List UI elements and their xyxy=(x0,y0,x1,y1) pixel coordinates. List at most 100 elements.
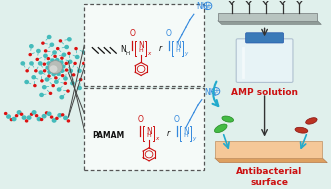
Circle shape xyxy=(86,69,90,73)
Circle shape xyxy=(75,55,79,59)
Circle shape xyxy=(68,60,72,64)
Circle shape xyxy=(51,84,55,87)
Circle shape xyxy=(42,63,46,66)
Circle shape xyxy=(52,118,57,123)
Circle shape xyxy=(66,89,70,93)
Circle shape xyxy=(6,114,11,119)
Polygon shape xyxy=(215,158,327,163)
Circle shape xyxy=(25,119,28,123)
Circle shape xyxy=(82,62,86,65)
Circle shape xyxy=(55,58,60,62)
Circle shape xyxy=(49,43,54,47)
Text: NH: NH xyxy=(196,2,208,11)
Text: O: O xyxy=(129,29,135,38)
Circle shape xyxy=(77,69,82,73)
Circle shape xyxy=(64,45,69,49)
Text: H: H xyxy=(183,133,188,138)
Polygon shape xyxy=(218,21,321,24)
Circle shape xyxy=(61,64,66,69)
Circle shape xyxy=(50,115,53,119)
Text: O: O xyxy=(137,115,143,124)
Circle shape xyxy=(29,61,34,66)
Text: N: N xyxy=(183,127,189,136)
Circle shape xyxy=(36,49,41,53)
Circle shape xyxy=(65,62,68,65)
Circle shape xyxy=(42,85,47,89)
Circle shape xyxy=(34,69,38,73)
Circle shape xyxy=(31,110,37,115)
Ellipse shape xyxy=(214,124,227,133)
Circle shape xyxy=(24,80,29,84)
Circle shape xyxy=(52,69,55,73)
Circle shape xyxy=(51,62,54,66)
Text: O: O xyxy=(166,29,172,38)
Circle shape xyxy=(59,60,64,65)
Text: Antibacterial
surface: Antibacterial surface xyxy=(236,167,303,187)
Circle shape xyxy=(54,80,59,84)
Circle shape xyxy=(58,66,62,70)
Circle shape xyxy=(47,35,52,39)
Circle shape xyxy=(64,82,67,85)
Circle shape xyxy=(4,112,8,115)
Circle shape xyxy=(12,117,17,121)
Text: H: H xyxy=(125,51,129,56)
Circle shape xyxy=(60,69,65,73)
Circle shape xyxy=(68,69,73,73)
Circle shape xyxy=(79,78,82,81)
Text: NH: NH xyxy=(204,88,215,97)
FancyBboxPatch shape xyxy=(215,141,322,158)
Text: +: + xyxy=(213,88,219,94)
Ellipse shape xyxy=(222,116,234,122)
FancyBboxPatch shape xyxy=(246,33,284,43)
Circle shape xyxy=(44,49,47,53)
Circle shape xyxy=(41,42,45,45)
Text: PAMAM: PAMAM xyxy=(92,131,124,140)
Circle shape xyxy=(63,76,68,81)
Circle shape xyxy=(45,65,50,70)
Circle shape xyxy=(51,72,56,76)
Text: N: N xyxy=(138,41,144,50)
Circle shape xyxy=(33,84,37,87)
Circle shape xyxy=(43,53,48,58)
Bar xyxy=(84,4,204,86)
Text: 3: 3 xyxy=(213,92,216,97)
Circle shape xyxy=(15,114,19,117)
Circle shape xyxy=(17,110,22,115)
Circle shape xyxy=(38,70,43,75)
Circle shape xyxy=(26,115,31,120)
Text: y: y xyxy=(184,51,187,56)
Circle shape xyxy=(72,73,75,77)
Text: O: O xyxy=(174,115,180,124)
Circle shape xyxy=(40,79,44,83)
FancyBboxPatch shape xyxy=(236,39,293,82)
Text: +: + xyxy=(205,3,211,9)
Circle shape xyxy=(20,113,24,116)
Circle shape xyxy=(40,118,43,121)
Circle shape xyxy=(10,118,13,121)
Circle shape xyxy=(59,95,64,99)
Text: r: r xyxy=(166,129,169,138)
Circle shape xyxy=(30,113,33,116)
Circle shape xyxy=(22,115,26,120)
Circle shape xyxy=(50,58,55,63)
Circle shape xyxy=(49,65,53,68)
Circle shape xyxy=(39,93,44,97)
Circle shape xyxy=(49,61,63,74)
Circle shape xyxy=(67,119,70,123)
Circle shape xyxy=(56,62,60,65)
Circle shape xyxy=(38,61,43,66)
Circle shape xyxy=(47,112,52,116)
Circle shape xyxy=(61,74,65,77)
Circle shape xyxy=(50,67,53,70)
Text: H: H xyxy=(138,48,143,53)
Circle shape xyxy=(63,115,68,120)
Circle shape xyxy=(47,70,52,74)
Circle shape xyxy=(35,58,39,61)
Circle shape xyxy=(47,74,51,78)
Circle shape xyxy=(54,70,58,73)
Text: H: H xyxy=(175,48,180,53)
Circle shape xyxy=(45,111,48,115)
Circle shape xyxy=(56,47,60,50)
Ellipse shape xyxy=(295,127,308,133)
Bar xyxy=(84,88,204,170)
